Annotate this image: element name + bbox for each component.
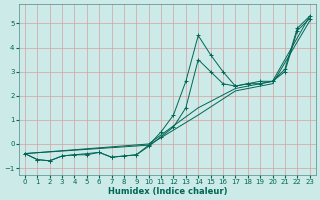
X-axis label: Humidex (Indice chaleur): Humidex (Indice chaleur) <box>108 187 227 196</box>
